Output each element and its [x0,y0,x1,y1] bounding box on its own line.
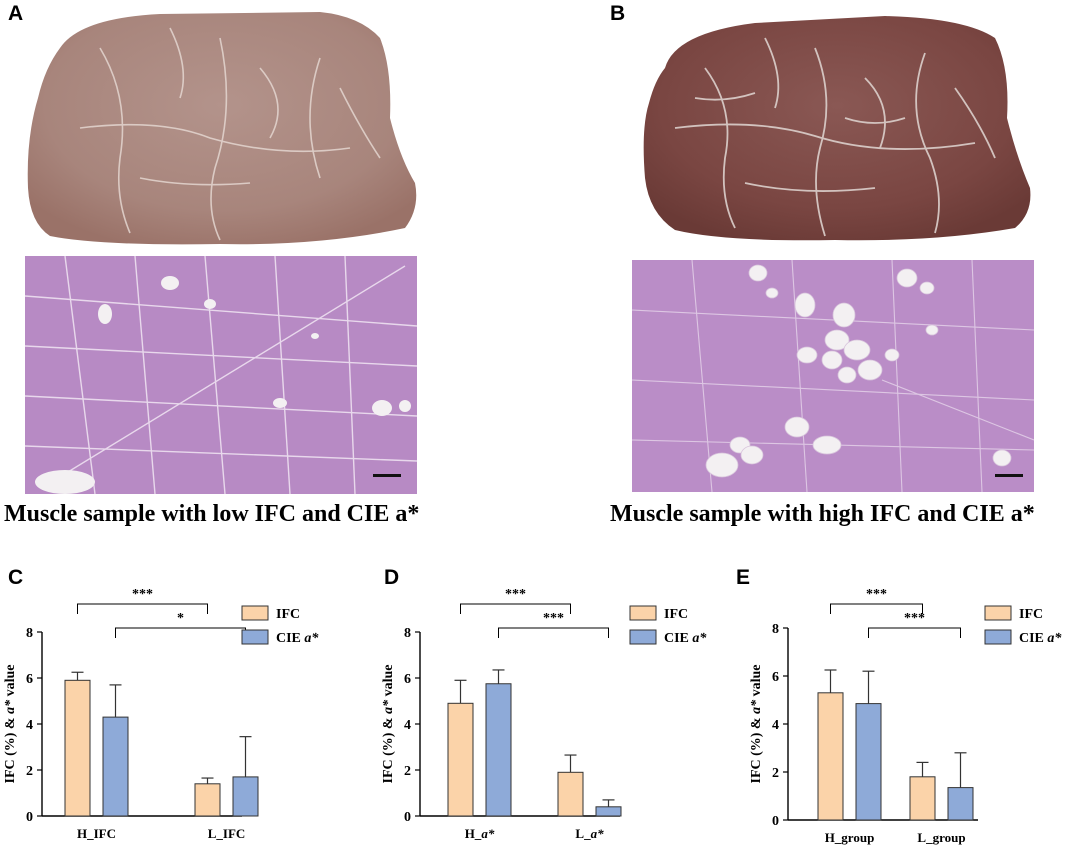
y-tick-label: 2 [404,764,411,779]
histology-image-high [632,260,1034,492]
significance-label: * [177,611,184,626]
caption-low: Muscle sample with low IFC and CIE a* [4,501,420,527]
legend-label: IFC [276,607,300,622]
significance-label: *** [866,587,887,602]
y-tick-label: 6 [772,670,779,685]
legend-swatch [984,629,1012,645]
x-category-label: L_IFC [208,826,246,841]
bar-ifc-l [194,783,221,817]
bar-ifc-h [447,702,474,817]
significance-bracket [460,603,571,614]
bar-cie-l [595,806,622,817]
legend-swatch [241,629,269,645]
legend-label: IFC [1019,607,1043,622]
y-axis-label: IFC (%) & a* value [749,665,764,784]
x-category-label: H_IFC [77,826,116,841]
legend-swatch [629,629,657,645]
y-axis-label: IFC (%) & a* value [3,665,18,784]
y-tick-label: 8 [404,626,411,641]
legend-label: CIE a* [664,631,707,646]
bar-cie-l [947,787,974,821]
meat-photo-low [27,12,417,245]
bar-ifc-h [817,692,844,821]
significance-bracket [115,627,246,638]
x-category-label: H_group [825,830,875,845]
legend-label: CIE a* [276,631,319,646]
x-category-label: H_a* [465,826,495,841]
y-tick-label: 2 [772,766,779,781]
bar-cie-h [485,683,512,817]
y-tick-label: 4 [772,718,779,733]
y-tick-label: 0 [26,810,33,825]
panel-letter-a: A [8,2,24,25]
y-tick-label: 8 [772,622,779,637]
legend-swatch [241,605,269,621]
y-tick-label: 2 [26,764,33,779]
significance-bracket [830,603,923,614]
legend-swatch [629,605,657,621]
meat-photo-high [643,16,1031,241]
bar-ifc-l [909,776,936,821]
legend-label: IFC [664,607,688,622]
bar-ifc-l [557,771,584,817]
y-tick-label: 0 [404,810,411,825]
bar-ifc-h [64,679,91,817]
significance-label: *** [543,611,564,626]
legend-label: CIE a* [1019,631,1062,646]
panel-letter-b: B [610,2,626,25]
y-tick-label: 6 [26,672,33,687]
x-category-label: L_group [917,830,965,845]
panel-letter-e: E [736,566,751,589]
bar-chart-d: 0 2 4 6 8 IFC (%) & a* value H_a* L_a* *** *** IFC… [381,587,707,841]
panel-letter-d: D [384,566,400,589]
y-tick-label: 8 [26,626,33,641]
significance-label: *** [132,587,153,602]
significance-bracket [868,627,961,638]
y-tick-label: 4 [404,718,411,733]
significance-bracket [498,627,609,638]
bar-chart-e: 0 2 4 6 8 IFC (%) & a* value H_group L_group ***… [749,587,1062,845]
y-tick-label: 0 [772,814,779,829]
bar-cie-h [102,716,129,817]
significance-label: *** [505,587,526,602]
significance-bracket [77,603,208,614]
y-tick-label: 6 [404,672,411,687]
y-axis-label: IFC (%) & a* value [381,665,396,784]
caption-high: Muscle sample with high IFC and CIE a* [610,501,1035,527]
significance-label: *** [904,611,925,626]
x-category-label: L_a* [575,826,604,841]
histology-image-low [25,256,417,494]
panel-letter-c: C [8,566,24,589]
legend-swatch [984,605,1012,621]
y-tick-label: 4 [26,718,33,733]
bar-cie-l [232,776,259,817]
bar-cie-h [855,703,882,821]
